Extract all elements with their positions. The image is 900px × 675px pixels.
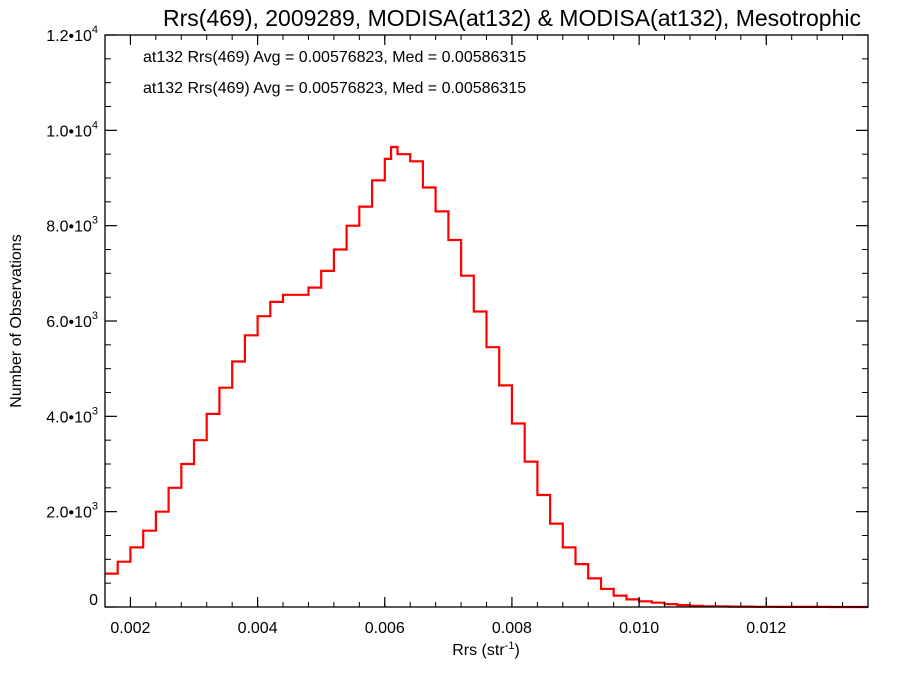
x-tick-label: 0.010 (619, 620, 659, 637)
histogram-series-line (105, 145, 868, 609)
y-axis-label: Number of Observations (8, 234, 25, 407)
annotation-black: at132 Rrs(469) Avg = 0.00576823, Med = 0… (143, 49, 526, 66)
chart-title: Rrs(469), 2009289, MODISA(at132) & MODIS… (163, 5, 861, 31)
y-tick-label: 6.0•103 (46, 310, 98, 331)
x-axis-ticks: 0.002 0.004 0.006 0.008 0.010 0.012 (104, 35, 869, 637)
annotation-red: at132 Rrs(469) Avg = 0.00576823, Med = 0… (143, 80, 526, 97)
y-tick-label: 0 (89, 592, 98, 609)
y-axis-ticks: 0 2.0•103 4.0•103 6.0•103 8.0•103 1.0•104 1.2•… (46, 24, 868, 609)
y-tick-label: 1.2•104 (46, 24, 98, 45)
y-tick-label: 2.0•103 (46, 501, 98, 522)
y-tick-label: 1.0•104 (46, 119, 98, 140)
y-tick-label: 8.0•103 (46, 215, 98, 236)
x-tick-label: 0.004 (238, 620, 278, 637)
y-tick-label: 4.0•103 (46, 405, 98, 426)
plot-data-layer (105, 145, 868, 609)
x-tick-label: 0.012 (746, 620, 786, 637)
x-axis-label: Rrs (str-1) (452, 640, 520, 659)
x-tick-label: 0.008 (492, 620, 532, 637)
x-tick-label: 0.006 (365, 620, 405, 637)
x-tick-label: 0.002 (110, 620, 150, 637)
